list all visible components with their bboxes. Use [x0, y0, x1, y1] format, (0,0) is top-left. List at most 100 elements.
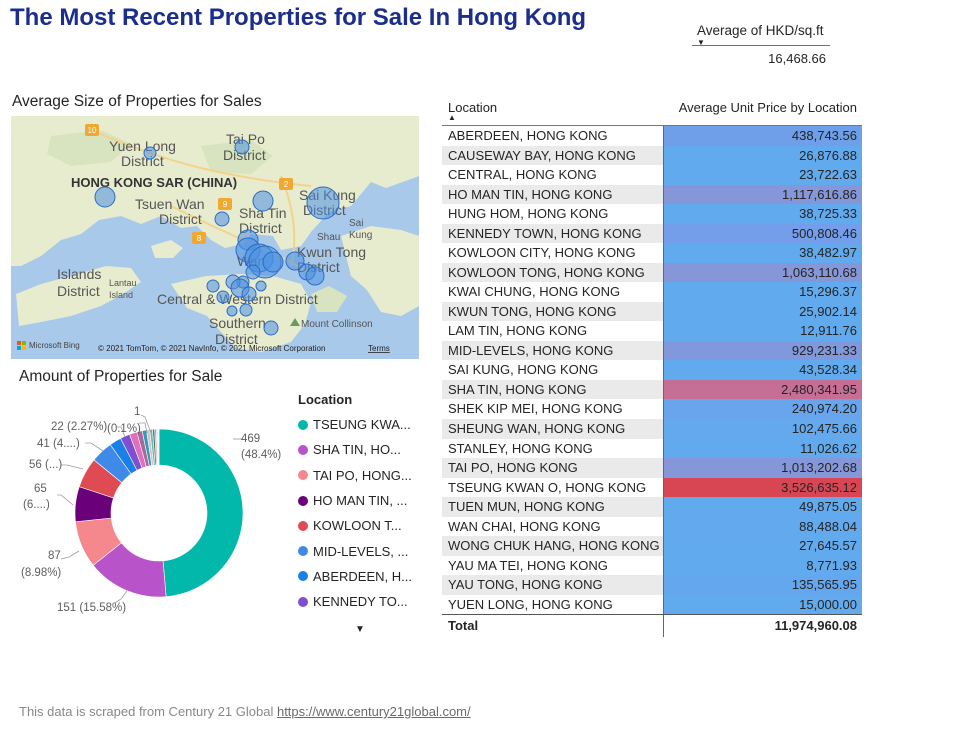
price-cell: 11,026.62 [664, 438, 862, 459]
location-cell: LAM TIN, HONG KONG [442, 321, 664, 341]
map-bubble [285, 251, 305, 271]
map-bubble [206, 279, 220, 293]
column-header-location[interactable]: Location [448, 100, 498, 115]
legend-scroll-down-icon[interactable]: ▼ [355, 624, 365, 635]
map-bubble [241, 286, 257, 302]
sort-ascending-icon[interactable]: ▲ [448, 113, 456, 122]
map-label: District [215, 331, 258, 347]
donut-slice[interactable] [158, 428, 244, 598]
map-label: Kung [349, 230, 372, 241]
table-row[interactable]: LAM TIN, HONG KONG 12,911.76 [442, 321, 862, 341]
map-bubble [306, 186, 340, 220]
table-row[interactable]: CENTRAL, HONG KONG 23,722.63 [442, 165, 862, 185]
map-bubble [305, 266, 325, 286]
table-row[interactable]: STANLEY, HONG KONG 11,026.62 [442, 438, 862, 459]
legend-item[interactable]: TAI PO, HONG... [298, 463, 418, 488]
bing-label: Microsoft Bing [29, 341, 80, 350]
legend-label: HO MAN TIN, ... [313, 493, 408, 509]
table-row[interactable]: SHA TIN, HONG KONG 2,480,341.95 [442, 379, 862, 400]
map-bubble [226, 305, 238, 317]
road-shield-9: 9 [218, 198, 232, 210]
map-bubble [216, 290, 230, 304]
table-row[interactable]: KOWLOON TONG, HONG KONG 1,063,110.68 [442, 262, 862, 283]
road-shield-10: 10 [85, 124, 99, 136]
svg-text:9: 9 [223, 200, 228, 209]
donut-legend: Location TSEUNG KWA... SHA TIN, HO... TAI … [298, 392, 418, 614]
map-label: Islands [57, 266, 101, 282]
map-label: Tsuen Wan [135, 196, 205, 212]
sort-caret-icon[interactable]: ▼ [697, 38, 705, 47]
legend-item[interactable]: HO MAN TIN, ... [298, 488, 418, 513]
map-label: Mount Collinson [301, 319, 373, 330]
table-row[interactable]: SHEUNG WAN, HONG KONG 102,475.66 [442, 418, 862, 439]
map-label: Central & Western District [157, 291, 318, 307]
table-row[interactable]: TAI PO, HONG KONG 1,013,202.68 [442, 458, 862, 478]
table-row[interactable]: TSEUNG KWAN O, HONG KONG 3,526,635.12 [442, 477, 862, 498]
location-cell: ABERDEEN, HONG KONG [442, 126, 664, 146]
leader-line [60, 550, 80, 560]
table-row[interactable]: SHEK KIP MEI, HONG KONG 240,974.20 [442, 399, 862, 419]
donut-title: Amount of Properties for Sale [19, 368, 223, 385]
table-row[interactable]: YAU MA TEI, HONG KONG 8,771.93 [442, 555, 862, 576]
table-row[interactable]: KWAI CHUNG, HONG KONG 15,296.37 [442, 282, 862, 302]
legend-swatch-icon [298, 444, 308, 455]
table-row[interactable]: WAN CHAI, HONG KONG 88,488.04 [442, 516, 862, 537]
table-row[interactable]: SAI KUNG, HONG KONG 43,528.34 [442, 360, 862, 380]
donut-label: (8.98%) [21, 567, 61, 579]
table-row[interactable]: YAU TONG, HONG KONG 135,565.95 [442, 575, 862, 595]
legend-item[interactable]: ABERDEEN, H... [298, 564, 418, 589]
legend-item[interactable]: TSEUNG KWA... [298, 412, 418, 437]
legend-item[interactable]: MID-LEVELS, ... [298, 538, 418, 563]
location-cell: CENTRAL, HONG KONG [442, 165, 664, 185]
table-row[interactable]: ABERDEEN, HONG KONG 438,743.56 [442, 126, 862, 146]
price-cell: 88,488.04 [664, 516, 862, 537]
table-row[interactable]: HO MAN TIN, HONG KONG 1,117,616.86 [442, 184, 862, 205]
kpi-card[interactable]: Average of HKD/sq.ft ▼ 16,468.66 [692, 18, 832, 70]
donut-label: 469 [241, 433, 260, 445]
table-row[interactable]: TUEN MUN, HONG KONG 49,875.05 [442, 497, 862, 517]
location-cell: KWAI CHUNG, HONG KONG [442, 282, 664, 302]
table-row[interactable]: KWUN TONG, HONG KONG 25,902.14 [442, 301, 862, 322]
location-cell: HO MAN TIN, HONG KONG [442, 184, 664, 205]
table-row[interactable]: WONG CHUK HANG, HONG KONG 27,645.57 [442, 536, 862, 556]
leader-line [117, 426, 126, 438]
price-cell: 15,000.00 [664, 594, 862, 615]
legend-label: TSEUNG KWA... [313, 417, 411, 433]
leader-line [114, 590, 128, 604]
price-cell: 23,722.63 [664, 165, 862, 185]
donut-label: 41 (4....) [37, 438, 80, 450]
price-cell: 135,565.95 [664, 575, 862, 595]
price-cell: 25,902.14 [664, 301, 862, 322]
kpi-value: 16,468.66 [768, 51, 826, 66]
legend-item[interactable]: KENNEDY TO... [298, 589, 418, 614]
footer-note: This data is scraped from Century 21 Glo… [19, 704, 471, 719]
table-row[interactable]: CAUSEWAY BAY, HONG KONG 26,876.88 [442, 145, 862, 166]
donut-label: (6....) [23, 499, 50, 511]
price-cell: 240,974.20 [664, 399, 862, 419]
leader-line [85, 442, 104, 452]
kpi-divider [692, 45, 830, 46]
table-row[interactable]: HUNG HOM, HONG KONG 38,725.33 [442, 204, 862, 224]
price-cell: 49,875.05 [664, 497, 862, 517]
donut-slice[interactable] [158, 428, 160, 466]
total-value: 11,974,960.08 [664, 615, 862, 638]
bubble-map[interactable]: 10 9 8 2 Yuen Long District Tai Po Distr… [11, 116, 419, 359]
legend-item[interactable]: SHA TIN, HO... [298, 437, 418, 462]
map-label: Southern [209, 315, 266, 331]
location-cell: MID-LEVELS, HONG KONG [442, 340, 664, 361]
column-header-price[interactable]: Average Unit Price by Location [678, 100, 857, 115]
table-row[interactable]: YUEN LONG, HONG KONG 15,000.00 [442, 594, 862, 615]
leader-line [57, 494, 74, 506]
svg-text:8: 8 [197, 234, 202, 243]
footer-link[interactable]: https://www.century21global.com/ [276, 704, 471, 719]
table-row[interactable]: KOWLOON CITY, HONG KONG 38,482.97 [442, 243, 862, 263]
legend-item[interactable]: KOWLOON T... [298, 513, 418, 538]
table-row[interactable]: MID-LEVELS, HONG KONG 929,231.33 [442, 340, 862, 361]
donut-label: 1 [134, 406, 140, 418]
donut-chart[interactable]: 469 (48.4%) 151 (15.58%) 87 (8.98%) 65 (… [11, 395, 291, 625]
price-cell: 27,645.57 [664, 536, 862, 556]
location-cell: SHA TIN, HONG KONG [442, 379, 664, 400]
map-terms-link[interactable]: Terms [368, 344, 390, 353]
table-row[interactable]: KENNEDY TOWN, HONG KONG 500,808.46 [442, 223, 862, 244]
map-attribution: © 2021 TomTom, © 2021 NavInfo, © 2021 Mi… [98, 344, 325, 353]
